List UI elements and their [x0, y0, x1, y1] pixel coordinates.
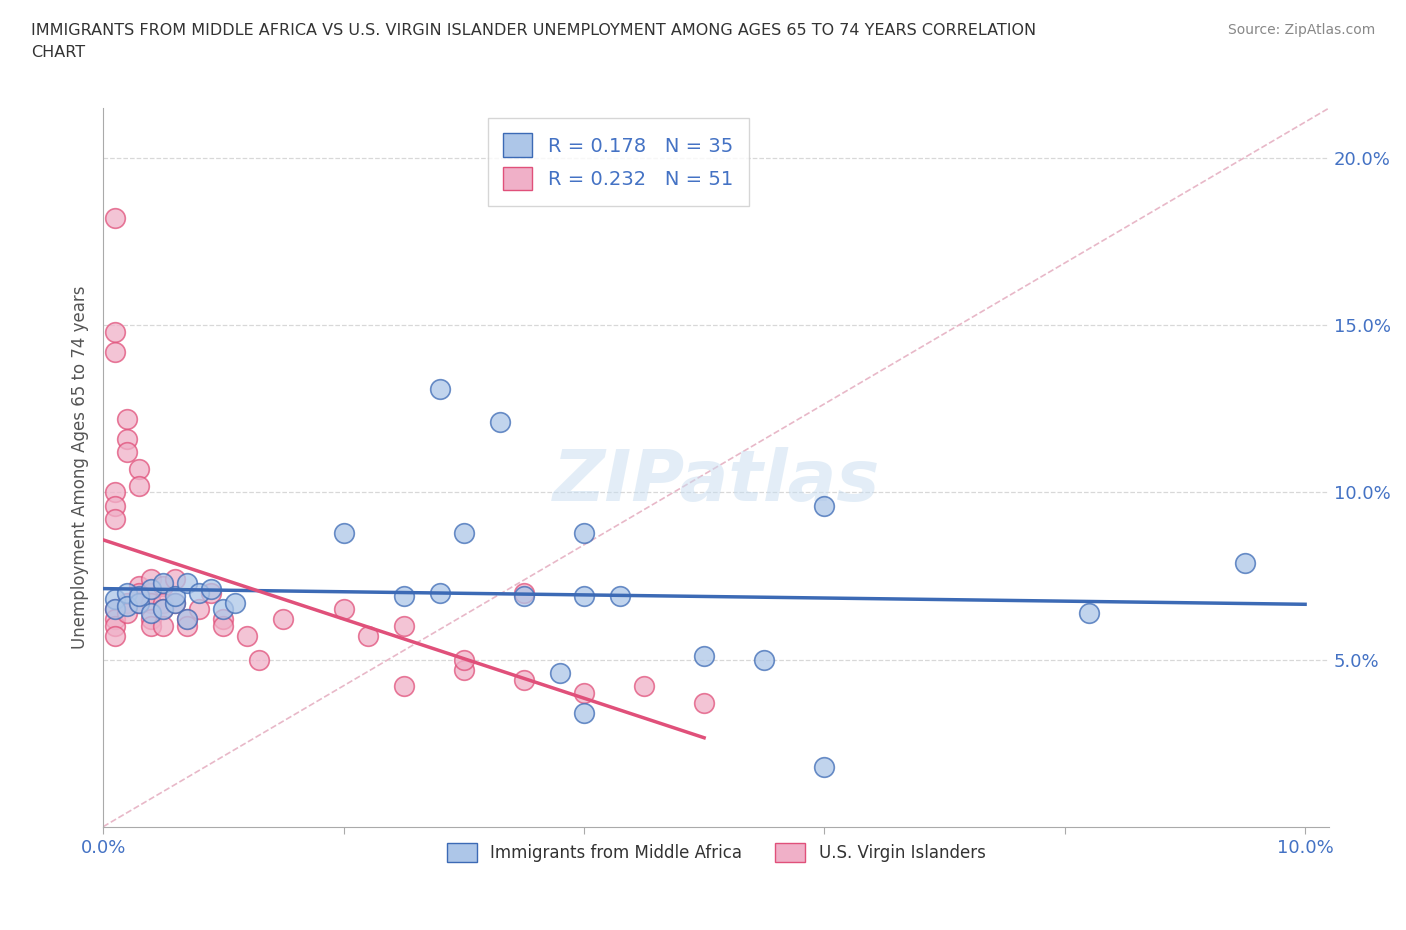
Point	[813, 759, 835, 774]
Point	[429, 585, 451, 600]
Point	[115, 599, 138, 614]
Point	[548, 666, 571, 681]
Point	[104, 592, 127, 607]
Point	[115, 595, 138, 610]
Point	[513, 585, 536, 600]
Point	[152, 618, 174, 633]
Point	[128, 595, 150, 610]
Text: CHART: CHART	[31, 45, 84, 60]
Point	[247, 652, 270, 667]
Point	[1077, 605, 1099, 620]
Point	[104, 345, 127, 360]
Point	[152, 595, 174, 610]
Point	[104, 612, 127, 627]
Point	[513, 672, 536, 687]
Point	[332, 602, 354, 617]
Point	[152, 602, 174, 617]
Point	[128, 595, 150, 610]
Point	[104, 618, 127, 633]
Point	[332, 525, 354, 540]
Point	[429, 381, 451, 396]
Point	[128, 578, 150, 593]
Text: IMMIGRANTS FROM MIDDLE AFRICA VS U.S. VIRGIN ISLANDER UNEMPLOYMENT AMONG AGES 65: IMMIGRANTS FROM MIDDLE AFRICA VS U.S. VI…	[31, 23, 1036, 38]
Point	[224, 595, 246, 610]
Point	[693, 649, 716, 664]
Point	[453, 525, 475, 540]
Point	[212, 618, 235, 633]
Point	[128, 478, 150, 493]
Point	[212, 602, 235, 617]
Point	[176, 618, 198, 633]
Point	[141, 612, 163, 627]
Point	[356, 629, 378, 644]
Point	[152, 578, 174, 593]
Point	[152, 576, 174, 591]
Point	[188, 602, 211, 617]
Point	[572, 685, 595, 700]
Point	[609, 589, 631, 604]
Y-axis label: Unemployment Among Ages 65 to 74 years: Unemployment Among Ages 65 to 74 years	[72, 286, 89, 649]
Point	[165, 589, 187, 604]
Point	[572, 589, 595, 604]
Point	[128, 585, 150, 600]
Point	[141, 585, 163, 600]
Point	[141, 572, 163, 587]
Point	[392, 618, 415, 633]
Point	[104, 485, 127, 499]
Legend: Immigrants from Middle Africa, U.S. Virgin Islanders: Immigrants from Middle Africa, U.S. Virg…	[440, 836, 993, 869]
Point	[141, 582, 163, 597]
Point	[1233, 555, 1256, 570]
Point	[212, 612, 235, 627]
Point	[633, 679, 655, 694]
Point	[200, 582, 222, 597]
Point	[176, 612, 198, 627]
Point	[104, 325, 127, 339]
Point	[115, 432, 138, 446]
Point	[572, 706, 595, 721]
Text: ZIPatlas: ZIPatlas	[553, 447, 880, 516]
Point	[104, 512, 127, 526]
Point	[188, 585, 211, 600]
Point	[513, 589, 536, 604]
Point	[176, 612, 198, 627]
Point	[200, 585, 222, 600]
Point	[176, 576, 198, 591]
Point	[165, 595, 187, 610]
Point	[392, 589, 415, 604]
Point	[104, 602, 127, 617]
Point	[115, 445, 138, 459]
Point	[813, 498, 835, 513]
Point	[104, 629, 127, 644]
Point	[273, 612, 295, 627]
Point	[141, 605, 163, 620]
Point	[693, 696, 716, 711]
Point	[115, 605, 138, 620]
Point	[453, 652, 475, 667]
Point	[104, 211, 127, 226]
Point	[128, 589, 150, 604]
Point	[754, 652, 776, 667]
Point	[141, 595, 163, 610]
Point	[128, 461, 150, 476]
Point	[165, 572, 187, 587]
Text: Source: ZipAtlas.com: Source: ZipAtlas.com	[1227, 23, 1375, 37]
Point	[104, 602, 127, 617]
Point	[572, 525, 595, 540]
Point	[453, 662, 475, 677]
Point	[141, 618, 163, 633]
Point	[165, 595, 187, 610]
Point	[236, 629, 259, 644]
Point	[115, 411, 138, 426]
Point	[104, 498, 127, 513]
Point	[152, 602, 174, 617]
Point	[392, 679, 415, 694]
Point	[115, 585, 138, 600]
Point	[488, 415, 510, 430]
